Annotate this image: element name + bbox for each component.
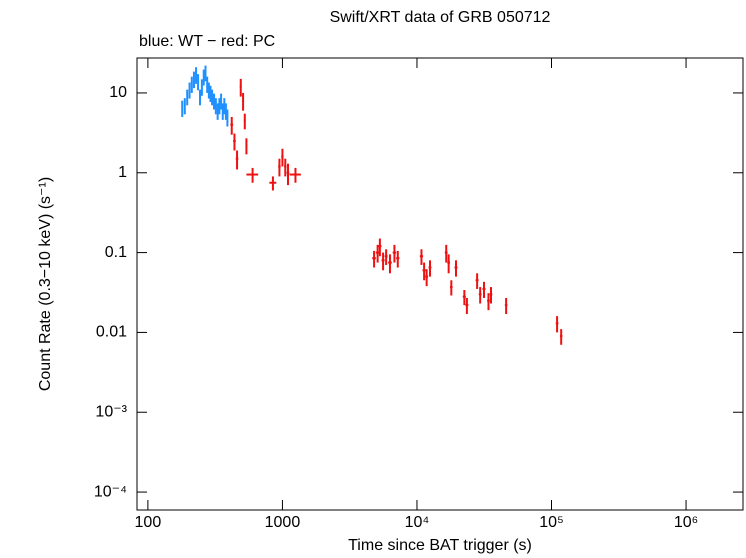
y-tick-label: 1 <box>118 164 127 181</box>
y-tick-label: 10⁻⁴ <box>94 483 127 500</box>
x-tick-label: 10⁵ <box>539 514 563 531</box>
x-tick-label: 10⁴ <box>405 514 430 531</box>
y-tick-label: 0.01 <box>96 324 127 341</box>
y-tick-label: 10 <box>109 84 127 101</box>
x-axis-label: Time since BAT trigger (s) <box>348 537 532 554</box>
chart-title: Swift/XRT data of GRB 050712 <box>330 9 551 26</box>
x-tick-label: 1000 <box>265 514 301 531</box>
plot-frame <box>136 57 744 511</box>
y-tick-label: 0.1 <box>105 244 127 261</box>
y-axis-label: Count Rate (0.3−10 keV) (s⁻¹) <box>37 177 54 391</box>
y-tick-label: 10⁻³ <box>95 403 127 420</box>
x-tick-label: 100 <box>135 514 162 531</box>
chart-subtitle: blue: WT − red: PC <box>139 33 275 50</box>
x-tick-label: 10⁶ <box>674 514 698 531</box>
